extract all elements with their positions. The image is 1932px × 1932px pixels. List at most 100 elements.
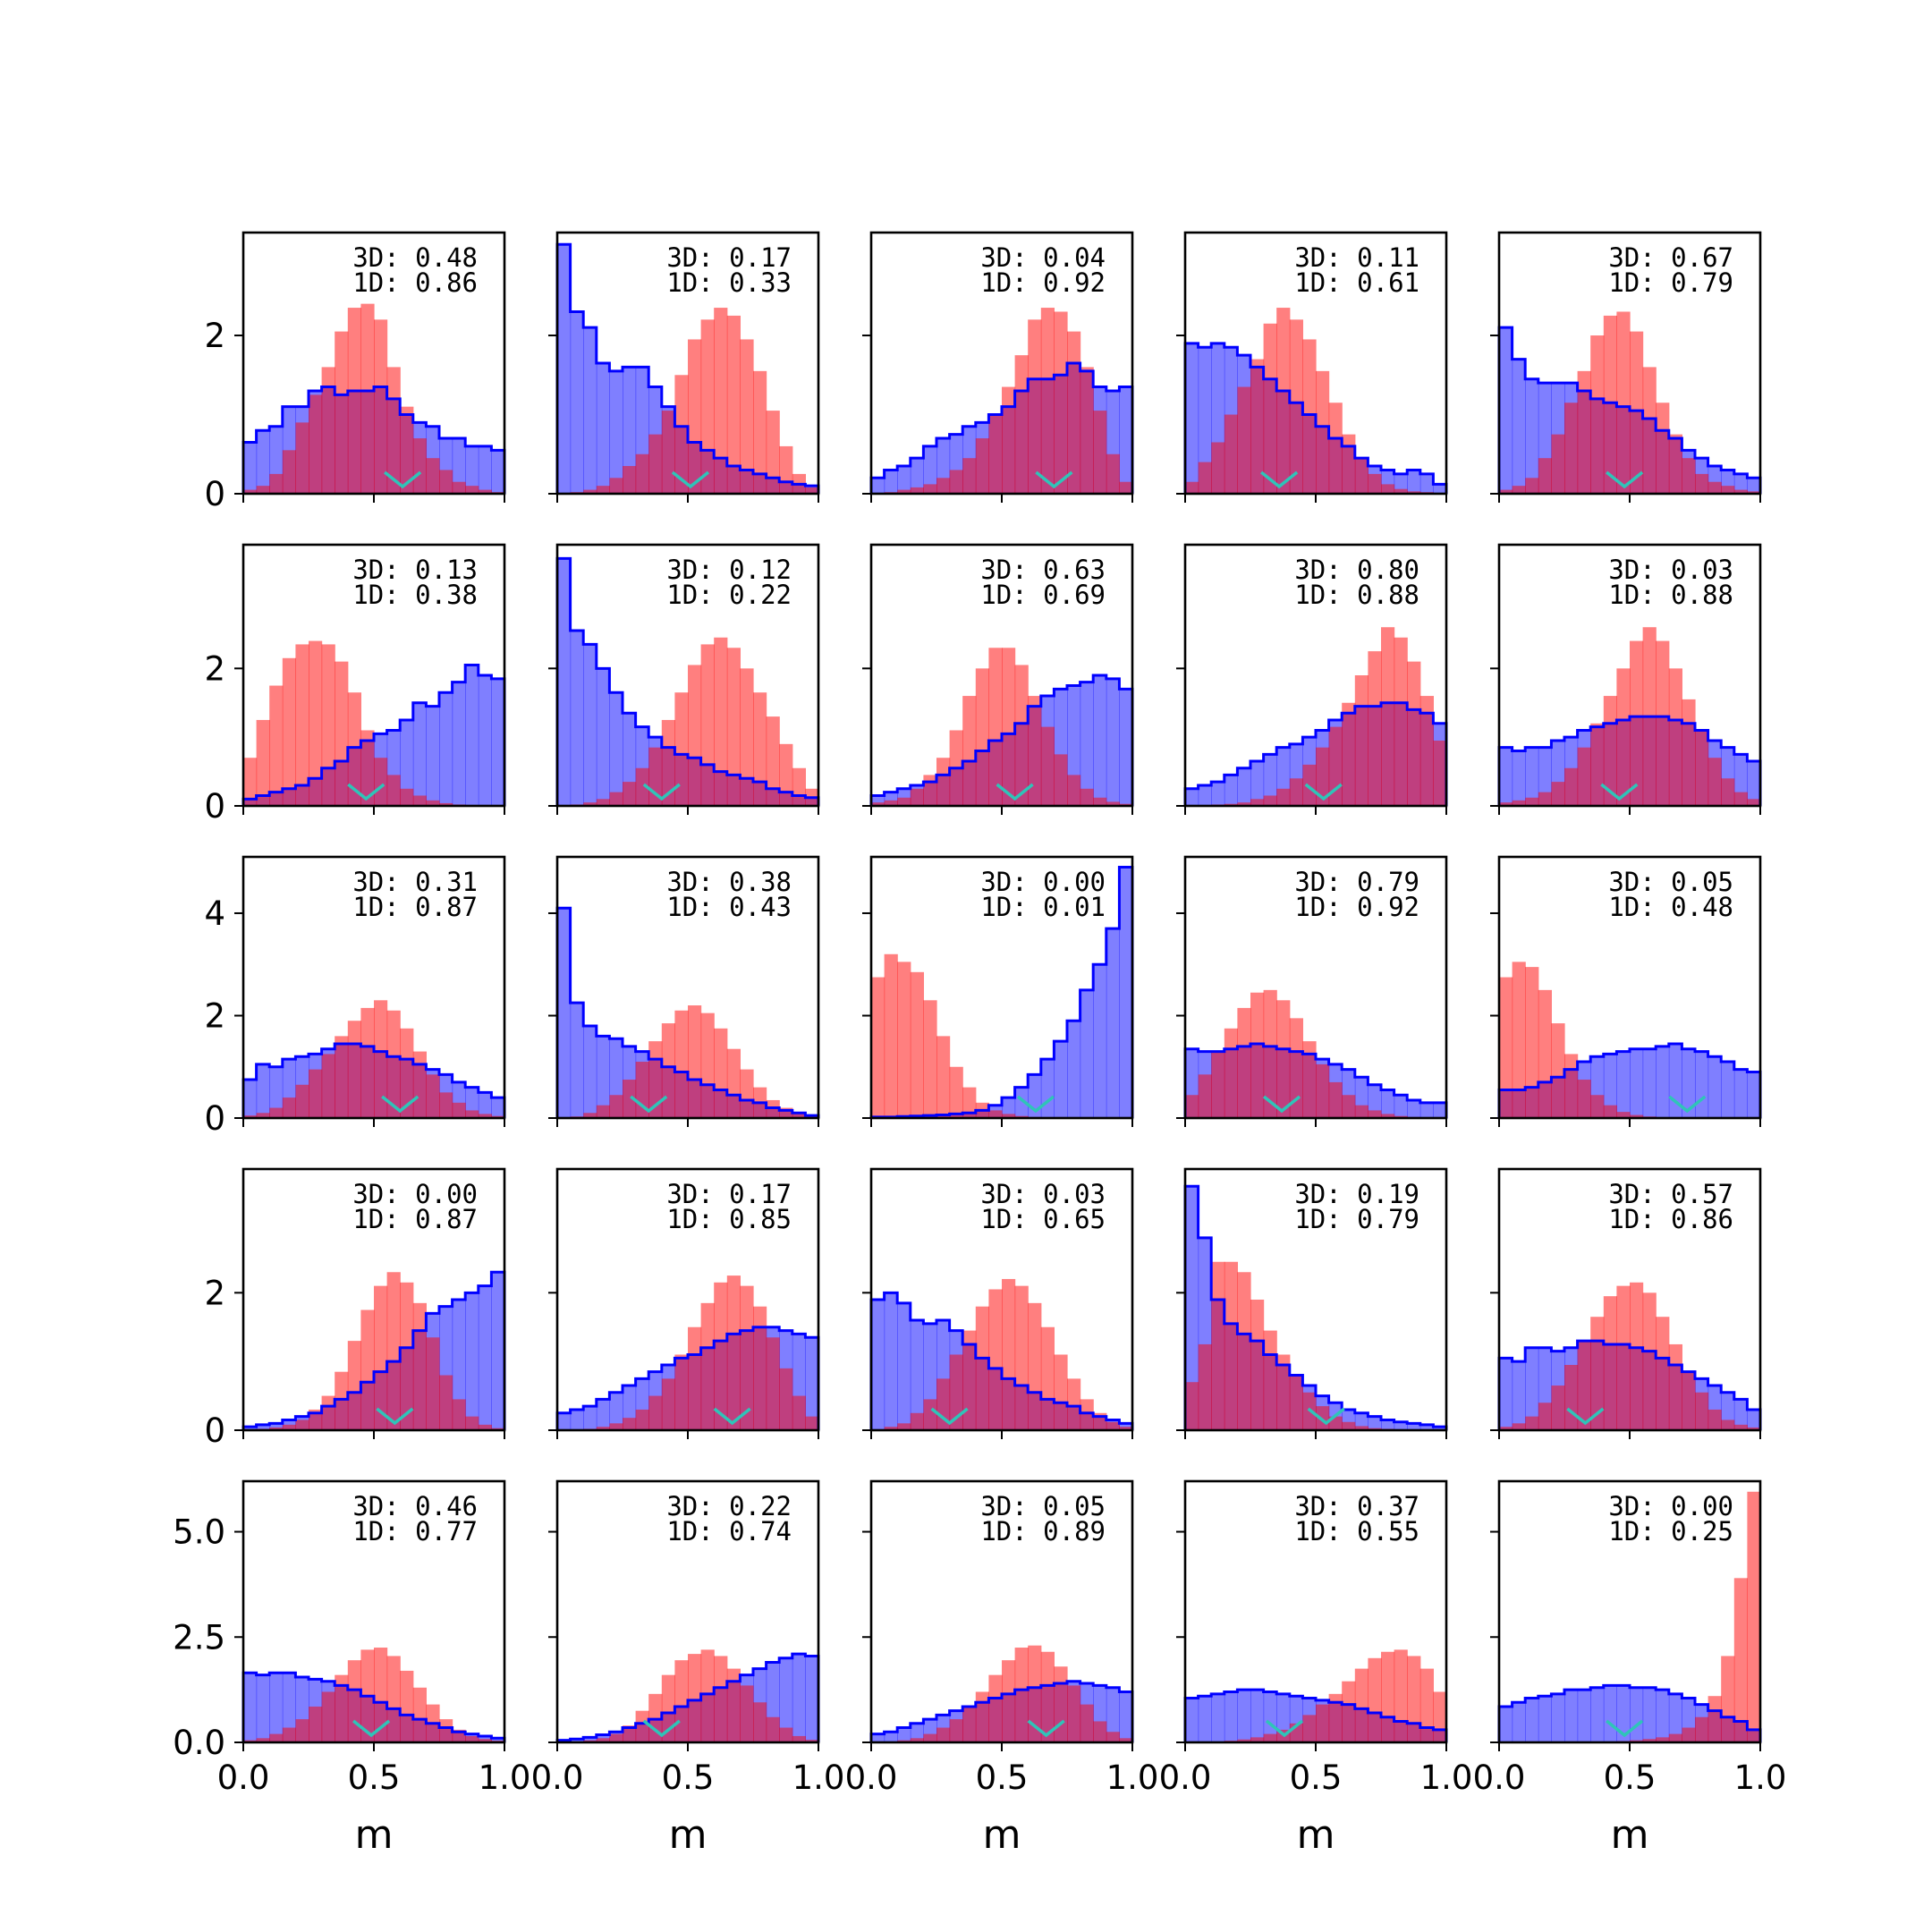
red-hist-bar (439, 1092, 453, 1118)
red-hist-bar (1342, 702, 1356, 806)
blue-hist-bar (897, 1302, 911, 1430)
blue-hist-bar (1002, 1097, 1016, 1118)
blue-hist-bar (910, 1320, 924, 1430)
blue-hist-bar (1368, 1084, 1382, 1118)
red-hist-bar (962, 458, 977, 494)
red-hist-bar (779, 1368, 793, 1430)
red-hist-bar (1682, 699, 1696, 806)
red-hist-bar (439, 1375, 453, 1430)
red-hist-bar (1551, 1385, 1565, 1430)
blue-hist-bar (1630, 1687, 1644, 1742)
blue-hist-bar (1433, 484, 1447, 494)
red-hist-bar (988, 1110, 1003, 1118)
annotation-3d: 3D: 0.04 (980, 242, 1106, 273)
red-hist-bar (1354, 1668, 1368, 1742)
red-hist-bar (1014, 665, 1029, 806)
red-hist-bar (623, 1080, 637, 1118)
red-hist-bar (583, 802, 597, 806)
red-hist-bar (792, 1735, 806, 1742)
blue-hist-bar (1733, 1399, 1748, 1430)
red-hist-bar (1342, 434, 1356, 494)
red-hist-bar (766, 716, 780, 806)
red-hist-bar (596, 1738, 610, 1742)
red-hist-bar (282, 1424, 296, 1430)
marker-chevron (713, 1407, 751, 1426)
red-hist-bar (766, 1716, 780, 1742)
blue-hist-bar (256, 1424, 270, 1430)
annotation-3d: 3D: 0.12 (666, 555, 792, 585)
red-hist-bar (1342, 1421, 1356, 1430)
blue-hist-bar (1185, 343, 1199, 494)
red-hist-bar (1381, 1651, 1395, 1742)
red-hist-bar (923, 484, 937, 494)
red-hist-bar (1656, 402, 1670, 494)
red-hist-bar (1237, 1007, 1251, 1118)
red-hist-bar (623, 466, 637, 494)
red-hist-bar (1106, 801, 1120, 806)
x-tick-label: 0.5 (1290, 1758, 1343, 1797)
y-tick-label: 0 (204, 787, 225, 826)
red-hist-bar (688, 339, 702, 494)
annotation-1d: 1D: 0.88 (1608, 580, 1733, 610)
blue-hist-bar (1237, 1690, 1251, 1742)
annotation-1d: 1D: 0.79 (1294, 1204, 1419, 1234)
red-hist-bar (1616, 1285, 1631, 1430)
blue-hist-bar (609, 692, 623, 806)
marker-chevron (1262, 1095, 1301, 1114)
red-hist-bar (321, 1691, 335, 1742)
blue-hist-bar (465, 665, 479, 806)
blue-hist-bar (243, 1080, 258, 1118)
red-hist-bar (1106, 453, 1120, 494)
blue-hist-bar (465, 1292, 479, 1430)
red-hist-bar (1198, 1074, 1212, 1118)
annotation-3d: 3D: 0.67 (1608, 242, 1733, 273)
marker-chevron (930, 1407, 969, 1426)
blue-hist-outline (869, 1291, 1134, 1430)
red-hist-bar (256, 719, 270, 806)
red-hist-bar (623, 1418, 637, 1430)
x-tick-label: 0.0 (217, 1758, 270, 1797)
red-hist-bar (309, 640, 323, 806)
y-tick-label: 2 (204, 996, 225, 1035)
x-tick-label: 0.5 (348, 1758, 401, 1797)
blue-hist-outline (242, 386, 506, 494)
red-hist-bar (1276, 788, 1291, 806)
blue-hist-bar (1551, 1693, 1565, 1742)
red-hist-bar (439, 802, 453, 806)
red-hist-bar (1564, 402, 1579, 494)
blue-hist-bar (1499, 1358, 1513, 1430)
annotation-3d: 3D: 0.03 (1608, 555, 1733, 585)
red-hist-bar (1564, 1365, 1579, 1430)
red-hist-bar (949, 1354, 963, 1430)
red-hist-bar (661, 1023, 675, 1118)
blue-hist-bar (1525, 1347, 1539, 1430)
annotation-1d: 1D: 0.86 (1608, 1204, 1733, 1234)
blue-hist-bar (465, 445, 479, 494)
blue-hist-outline (242, 1042, 506, 1118)
annotation-1d: 1D: 0.86 (352, 267, 478, 298)
red-hist-bar (962, 1330, 977, 1430)
red-hist-bar (1721, 1419, 1735, 1430)
red-hist-bar (1747, 491, 1761, 494)
red-hist-bar (269, 1107, 284, 1118)
red-hist-bar (1002, 1660, 1016, 1742)
red-hist-bar (1590, 1095, 1605, 1118)
blue-hist-bar (1119, 689, 1133, 806)
annotation-3d: 3D: 0.19 (1294, 1179, 1419, 1209)
blue-hist-bar (583, 1406, 597, 1430)
blue-hist-bar (1682, 1048, 1696, 1118)
blue-hist-bar (1185, 788, 1199, 806)
blue-hist-outline (555, 1326, 820, 1430)
red-hist-bar (426, 1074, 440, 1118)
blue-hist-bar (1040, 1059, 1055, 1118)
red-hist-bar (583, 489, 597, 494)
red-hist-bar (1616, 1112, 1631, 1118)
marker-chevron (1027, 1719, 1065, 1738)
red-hist-bar (740, 1069, 754, 1118)
red-hist-bar (936, 758, 951, 806)
red-hist-bar (360, 303, 375, 494)
annotation-3d: 3D: 0.38 (666, 867, 792, 897)
marker-chevron (1304, 783, 1343, 801)
red-hist-bar (1354, 458, 1368, 494)
